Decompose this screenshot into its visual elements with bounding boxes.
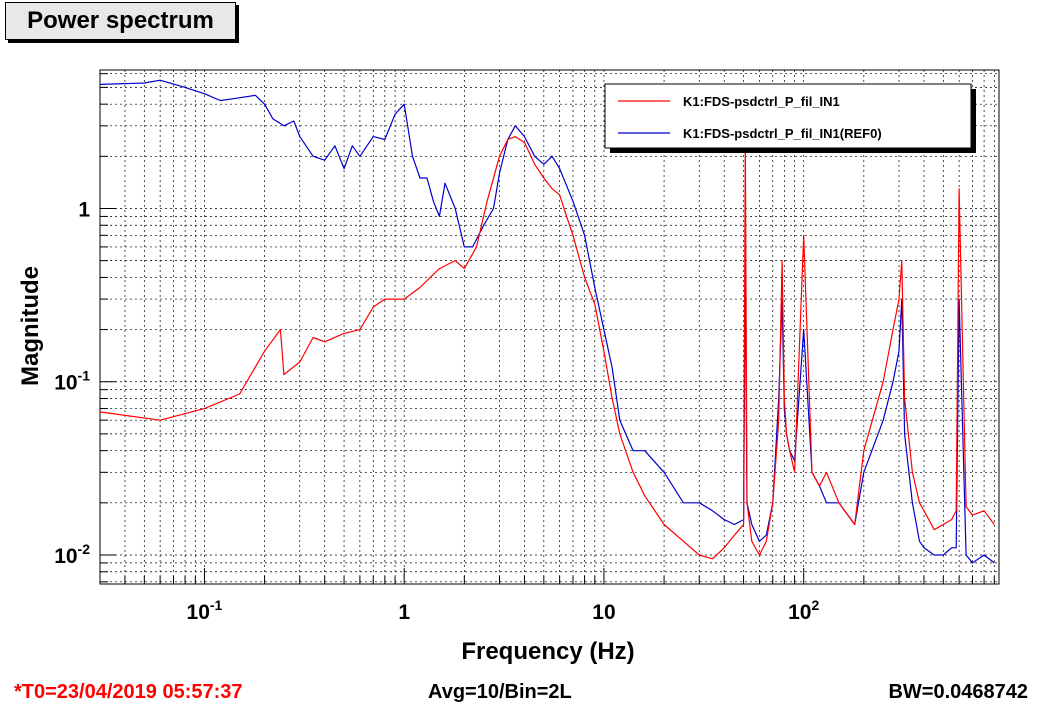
y-tick-label: 1	[78, 198, 90, 221]
series-line-red	[99, 136, 995, 560]
series-layer	[99, 79, 995, 564]
y-tick-labels: 10-2 10-1 1	[54, 198, 90, 567]
x-tick-label: 102	[788, 597, 819, 624]
x-tick-label: 1	[398, 601, 410, 624]
status-bw: BW=0.0468742	[888, 681, 1028, 703]
legend: K1:FDS-psdctrl_P_fil_IN1 K1:FDS-psdctrl_…	[604, 83, 976, 153]
axis-ticks	[99, 73, 995, 584]
x-tick-label: 10-1	[187, 597, 223, 624]
x-tick-labels: 10-1 1 10 102	[187, 597, 820, 624]
series-line-blue	[99, 79, 995, 564]
legend-entry-blue: K1:FDS-psdctrl_P_fil_IN1(REF0)	[683, 126, 882, 141]
legend-entry-red: K1:FDS-psdctrl_P_fil_IN1	[683, 94, 840, 109]
chart-title: Power spectrum	[5, 2, 236, 40]
y-axis-label: Magnitude	[17, 266, 44, 386]
x-axis-label: Frequency (Hz)	[461, 638, 634, 665]
y-tick-label: 10-1	[54, 368, 90, 395]
status-avg: Avg=10/Bin=2L	[428, 681, 572, 703]
status-t0: *T0=23/04/2019 05:57:37	[14, 681, 243, 703]
x-tick-label: 10	[592, 601, 615, 624]
plot-frame	[99, 69, 1000, 585]
y-tick-label: 10-2	[54, 541, 90, 568]
